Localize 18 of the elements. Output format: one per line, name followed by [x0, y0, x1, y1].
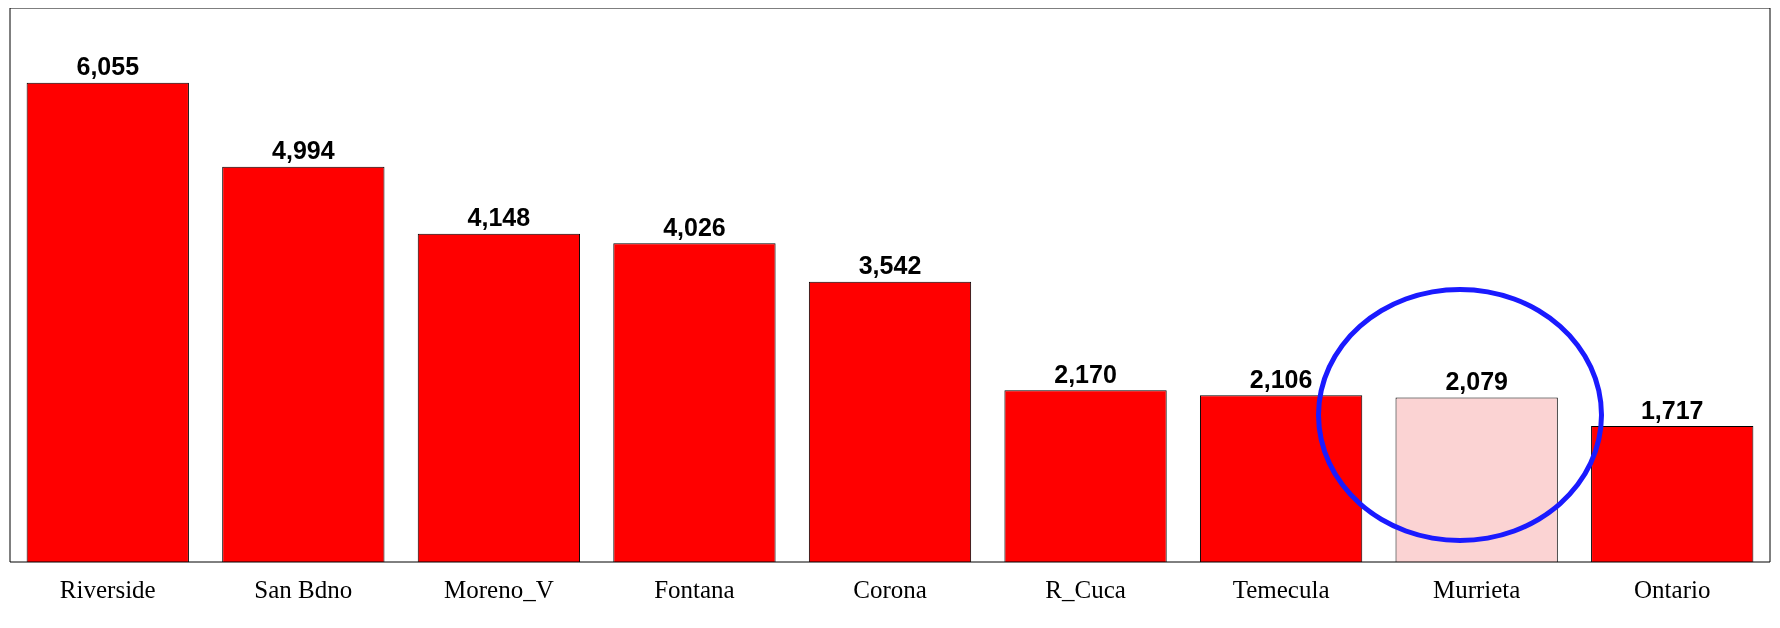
- x-tick-label: Corona: [853, 575, 927, 603]
- data-label: 4,026: [663, 212, 726, 241]
- x-tick-label: Moreno_V: [444, 575, 554, 603]
- x-tick-label: R_Cuca: [1045, 575, 1126, 603]
- data-label: 2,170: [1054, 359, 1117, 388]
- x-tick-label: Murrieta: [1432, 575, 1521, 603]
- data-label: 4,994: [272, 136, 335, 165]
- x-tick-label: Fontana: [654, 575, 735, 603]
- x-tick-label: San Bdno: [254, 575, 353, 603]
- data-label: 3,542: [858, 251, 922, 280]
- x-tick-label: Ontario: [1634, 575, 1711, 603]
- data-label: 1,717: [1640, 395, 1704, 424]
- data-label: 2,106: [1249, 364, 1313, 393]
- data-label: 4,148: [467, 203, 531, 232]
- x-tick-label: Temecula: [1232, 575, 1330, 603]
- x-tick-label: Riverside: [59, 575, 156, 603]
- data-label: 6,055: [76, 52, 140, 81]
- data-label: 2,079: [1445, 366, 1508, 395]
